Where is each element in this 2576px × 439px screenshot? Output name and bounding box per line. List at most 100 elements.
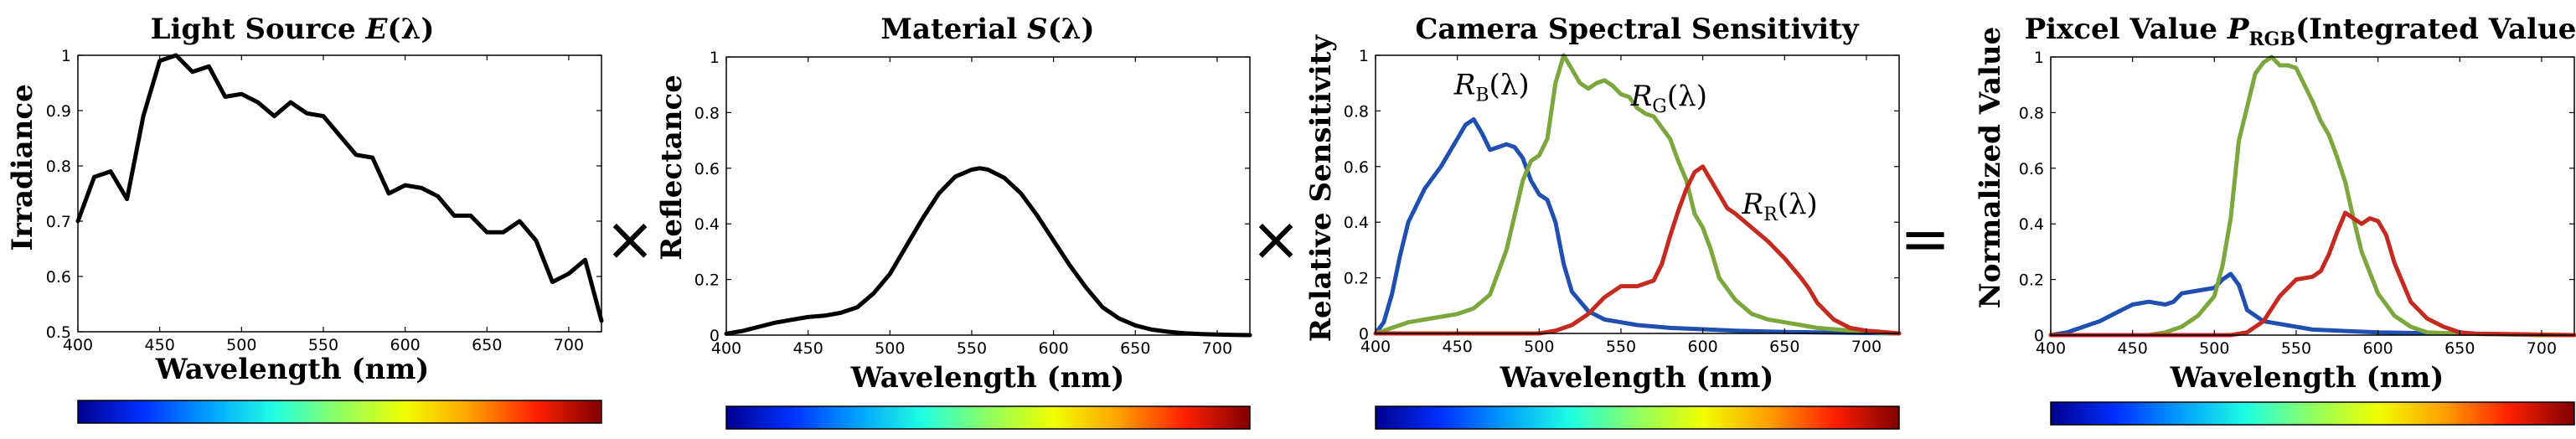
x-axis-label: Wavelength (nm) <box>850 361 1125 395</box>
y-tick-label: 0.6 <box>694 160 720 178</box>
chart-title: Material S(λ) <box>880 13 1094 46</box>
x-tick-label: 500 <box>2199 339 2229 358</box>
y-tick-label: 0.8 <box>2019 104 2044 122</box>
title-part-italic: S <box>1027 13 1048 46</box>
y-tick-label: 0 <box>710 327 720 345</box>
axes-frame <box>77 54 602 333</box>
y-tick-label: 1 <box>61 47 71 65</box>
y-tick-label: 0 <box>1359 325 1369 343</box>
panel-camera-sensitivity: Camera Spectral Sensitivity Relative Sen… <box>1304 13 1902 430</box>
title-part-italic: E <box>364 13 388 46</box>
series-line-r-g <box>1373 53 1902 336</box>
y-tick-label: 0.4 <box>694 215 720 234</box>
series-line-r-b <box>1373 116 1902 336</box>
axes-frame <box>2050 56 2575 336</box>
x-tick-label: 700 <box>1202 339 1232 358</box>
x-tick-label: 550 <box>957 339 987 358</box>
x-tick-label: 400 <box>711 339 741 358</box>
x-tick-label: 550 <box>1606 338 1636 356</box>
y-tick-label: 0.6 <box>2019 160 2044 178</box>
x-tick-label: 450 <box>145 336 175 354</box>
x-tick-label: 400 <box>63 336 93 354</box>
y-tick-label: 0.8 <box>46 158 71 176</box>
multiply-operator: × <box>605 204 655 274</box>
panel-pixel-value: Pixcel Value PRGB(Integrated Value) Norm… <box>1974 13 2576 426</box>
y-tick-label: 0.7 <box>46 213 71 231</box>
x-tick-label: 450 <box>1443 338 1473 356</box>
series-line-r-r <box>1373 164 1902 336</box>
multiply-operator: × <box>1251 204 1301 274</box>
axes-frame <box>1375 54 1900 334</box>
x-tick-label: 550 <box>308 336 338 354</box>
title-part: (λ) <box>1048 13 1095 46</box>
series-line-r <box>2048 210 2576 338</box>
series-line-b <box>2048 271 2576 338</box>
x-tick-label: 400 <box>2036 339 2066 358</box>
y-axis-label: Normalized Value <box>1974 27 2007 309</box>
chart-title: Camera Spectral Sensitivity <box>1415 13 1860 46</box>
y-tick-label: 0.2 <box>694 271 720 290</box>
spectrum-colorbar <box>1375 405 1900 430</box>
y-tick-label: 1 <box>2034 49 2044 67</box>
x-tick-label: 700 <box>2527 339 2557 358</box>
plot-area: 400 450 500 550 600 650 700 0.5 0.6 0.7 0.8 0.9 1 <box>46 47 604 354</box>
spectrum-colorbar <box>725 405 1251 430</box>
y-tick-label: 0.6 <box>1344 158 1369 177</box>
title-part: Material <box>880 13 1027 46</box>
axes-frame <box>725 56 1251 336</box>
title-part: Pixcel Value <box>2025 13 2228 46</box>
x-tick-label: 400 <box>1360 338 1391 356</box>
panel-light-source: Light Source E(λ) Irradiance Wavelength … <box>6 13 604 424</box>
x-tick-label: 700 <box>1851 338 1882 356</box>
title-part-subscript: RGB <box>2248 28 2295 50</box>
x-tick-label: 500 <box>226 336 256 354</box>
x-tick-label: 550 <box>2281 339 2311 358</box>
y-tick-label: 0.5 <box>46 323 71 342</box>
x-tick-label: 600 <box>390 336 420 354</box>
x-tick-label: 500 <box>1524 338 1554 356</box>
x-tick-label: 600 <box>1687 338 1717 356</box>
x-tick-label: 450 <box>793 339 823 358</box>
curve-label: RG(λ) <box>1630 80 1707 117</box>
y-tick-label: 0.6 <box>46 268 71 287</box>
title-part: (Integrated Value) <box>2295 13 2576 46</box>
x-tick-label: 650 <box>1769 338 1799 356</box>
y-tick-label: 1 <box>1359 47 1369 65</box>
y-axis-label: Relative Sensitivity <box>1304 34 1338 343</box>
y-tick-label: 0.2 <box>2019 271 2044 290</box>
curve-label: RR(λ) <box>1742 188 1818 225</box>
x-tick-label: 700 <box>554 336 584 354</box>
y-tick-label: 0.4 <box>2019 215 2044 234</box>
y-tick-label: 0.2 <box>1344 270 1369 288</box>
x-tick-label: 650 <box>472 336 502 354</box>
y-axis-label: Irradiance <box>6 84 39 251</box>
y-tick-label: 0.8 <box>694 104 720 122</box>
plot-area: 400 450 500 550 600 650 700 0 0.2 0.4 0.6 0.8 1 <box>694 49 1252 358</box>
y-axis-label: Reflectance <box>655 75 689 261</box>
x-tick-label: 600 <box>1038 339 1068 358</box>
chart-title: Pixcel Value PRGB(Integrated Value) <box>2025 13 2576 50</box>
series-line-s <box>724 166 1252 338</box>
x-tick-label: 600 <box>2362 339 2393 358</box>
equals-operator: = <box>1900 204 1950 274</box>
x-tick-label: 500 <box>875 339 905 358</box>
plot-area: 400 450 500 550 600 650 700 0 0.2 0.4 0.6 0.8 1 <box>2019 49 2576 358</box>
y-tick-label: 0.8 <box>1344 102 1369 121</box>
x-axis-label: Wavelength (nm) <box>155 353 430 386</box>
series-line-e <box>75 53 604 323</box>
y-tick-label: 1 <box>710 49 720 67</box>
y-tick-label: 0.4 <box>1344 214 1369 232</box>
panel-material: Material S(λ) Reflectance Wavelength (nm… <box>655 13 1252 430</box>
x-axis-label: Wavelength (nm) <box>2170 361 2444 395</box>
title-part-italic: P <box>2227 13 2250 46</box>
chart-title: Light Source E(λ) <box>151 13 435 46</box>
title-part: Light Source <box>151 13 366 46</box>
x-tick-label: 650 <box>1120 339 1150 358</box>
spectrum-colorbar <box>77 400 602 424</box>
x-axis-label: Wavelength (nm) <box>1500 361 1774 395</box>
x-tick-label: 450 <box>2118 339 2148 358</box>
y-tick-label: 0 <box>2034 327 2044 345</box>
spectrum-colorbar <box>2050 401 2575 426</box>
plot-area: 400 450 500 550 600 650 700 0 0.2 0.4 0.6 0.8 1 RB(λ)… <box>1344 47 1902 356</box>
